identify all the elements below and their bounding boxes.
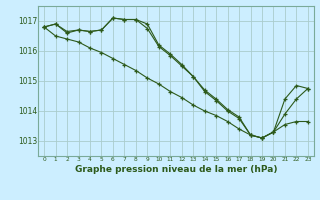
X-axis label: Graphe pression niveau de la mer (hPa): Graphe pression niveau de la mer (hPa) bbox=[75, 165, 277, 174]
